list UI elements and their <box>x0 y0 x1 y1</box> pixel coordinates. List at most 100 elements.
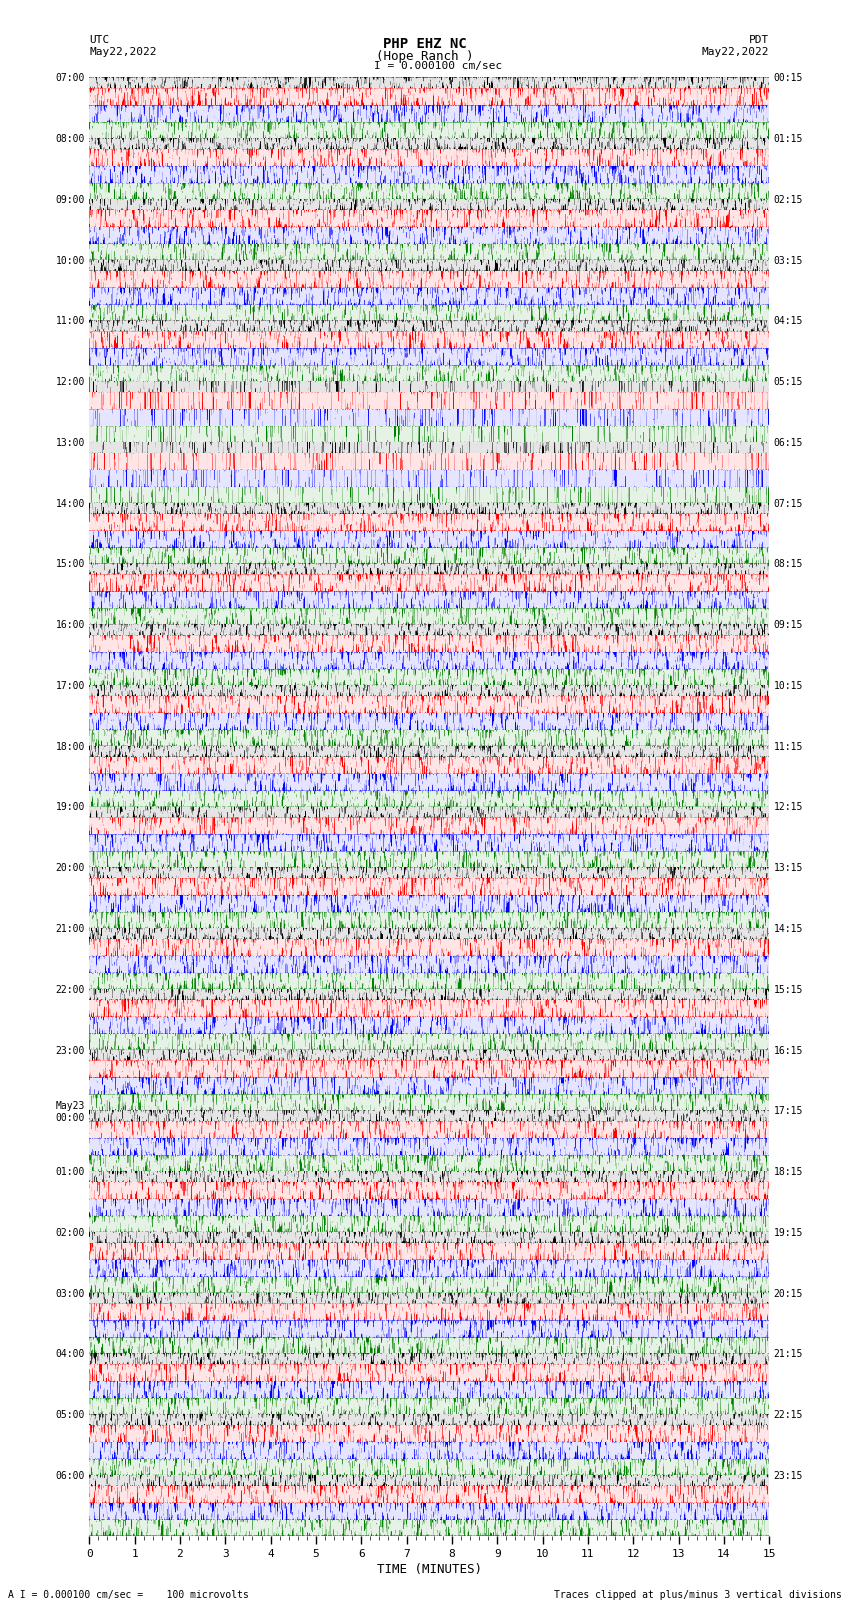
Bar <box>89 1353 769 1365</box>
Bar <box>89 1171 769 1182</box>
Bar <box>89 1260 769 1277</box>
Bar <box>89 442 769 453</box>
Bar <box>89 1060 769 1077</box>
Bar <box>89 957 769 973</box>
Bar <box>89 877 769 895</box>
Bar <box>89 774 769 790</box>
Bar <box>89 139 769 148</box>
Bar <box>89 148 769 166</box>
Bar <box>89 487 769 503</box>
Bar <box>89 287 769 305</box>
Bar <box>89 574 769 592</box>
Bar <box>89 973 769 989</box>
Text: I = 0.000100 cm/sec: I = 0.000100 cm/sec <box>374 61 502 71</box>
Bar <box>89 105 769 123</box>
Bar <box>89 1034 769 1050</box>
Bar <box>89 1460 769 1474</box>
Bar <box>89 1381 769 1398</box>
Bar <box>89 1077 769 1095</box>
Bar <box>89 210 769 227</box>
X-axis label: TIME (MINUTES): TIME (MINUTES) <box>377 1563 482 1576</box>
Bar <box>89 184 769 198</box>
Bar <box>89 713 769 731</box>
Bar <box>89 531 769 548</box>
Bar <box>89 652 769 669</box>
Bar <box>89 1182 769 1198</box>
Bar <box>89 305 769 321</box>
Bar <box>89 731 769 745</box>
Bar <box>89 321 769 331</box>
Bar <box>89 469 769 487</box>
Bar <box>89 89 769 105</box>
Bar <box>89 271 769 287</box>
Bar <box>89 745 769 756</box>
Bar <box>89 790 769 806</box>
Bar <box>89 1000 769 1016</box>
Bar <box>89 1519 769 1536</box>
Text: UTC: UTC <box>89 35 110 45</box>
Bar <box>89 381 769 392</box>
Bar <box>89 1242 769 1260</box>
Text: Traces clipped at plus/minus 3 vertical divisions: Traces clipped at plus/minus 3 vertical … <box>553 1590 842 1600</box>
Bar <box>89 77 769 89</box>
Bar <box>89 695 769 713</box>
Bar <box>89 1216 769 1232</box>
Bar <box>89 608 769 624</box>
Bar <box>89 1424 769 1442</box>
Text: PHP EHZ NC: PHP EHZ NC <box>383 37 467 52</box>
Bar <box>89 453 769 469</box>
Bar <box>89 989 769 1000</box>
Text: PDT: PDT <box>749 35 769 45</box>
Bar <box>89 1398 769 1415</box>
Bar <box>89 852 769 868</box>
Bar <box>89 1121 769 1139</box>
Bar <box>89 868 769 877</box>
Bar <box>89 1155 769 1171</box>
Bar <box>89 1303 769 1321</box>
Bar <box>89 563 769 574</box>
Bar <box>89 410 769 426</box>
Bar <box>89 366 769 381</box>
Bar <box>89 624 769 636</box>
Bar <box>89 260 769 271</box>
Bar <box>89 1486 769 1503</box>
Bar <box>89 123 769 139</box>
Bar <box>89 392 769 410</box>
Text: (Hope Ranch ): (Hope Ranch ) <box>377 50 473 63</box>
Bar <box>89 669 769 686</box>
Bar <box>89 1415 769 1424</box>
Bar <box>89 1503 769 1519</box>
Bar <box>89 548 769 563</box>
Bar <box>89 426 769 442</box>
Bar <box>89 939 769 957</box>
Bar <box>89 198 769 210</box>
Bar <box>89 1232 769 1242</box>
Bar <box>89 1277 769 1292</box>
Bar <box>89 1442 769 1460</box>
Bar <box>89 756 769 774</box>
Bar <box>89 636 769 652</box>
Bar <box>89 513 769 531</box>
Bar <box>89 1198 769 1216</box>
Bar <box>89 834 769 852</box>
Bar <box>89 927 769 939</box>
Text: May22,2022: May22,2022 <box>702 47 769 56</box>
Bar <box>89 1110 769 1121</box>
Bar <box>89 895 769 913</box>
Bar <box>89 503 769 513</box>
Bar <box>89 818 769 834</box>
Bar <box>89 227 769 244</box>
Bar <box>89 348 769 366</box>
Bar <box>89 1139 769 1155</box>
Bar <box>89 1321 769 1337</box>
Text: A I = 0.000100 cm/sec =    100 microvolts: A I = 0.000100 cm/sec = 100 microvolts <box>8 1590 249 1600</box>
Bar <box>89 1292 769 1303</box>
Bar <box>89 166 769 184</box>
Bar <box>89 913 769 927</box>
Bar <box>89 244 769 260</box>
Text: May22,2022: May22,2022 <box>89 47 156 56</box>
Bar <box>89 1365 769 1381</box>
Bar <box>89 806 769 818</box>
Bar <box>89 1016 769 1034</box>
Bar <box>89 331 769 348</box>
